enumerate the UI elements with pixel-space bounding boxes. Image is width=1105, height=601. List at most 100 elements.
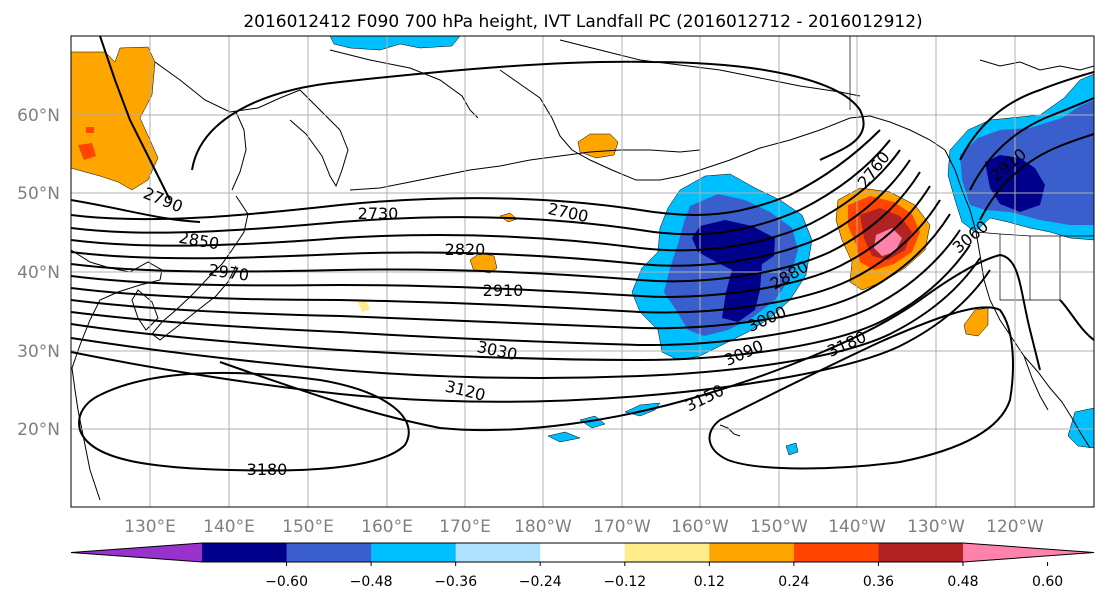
lat-label: 50°N [17,184,60,204]
lon-label: 170°E [439,517,491,537]
height-contour [71,129,881,221]
colorbar-segment [202,543,288,562]
colorbar-segment [709,543,795,562]
negative-anomaly-spot-4 [785,442,799,456]
positive-anomaly-spot-okhotsk [86,127,94,133]
height-contour [71,213,951,330]
latitude-labels: 60°N 50°N 40°N 30°N 20°N [17,106,60,440]
coastline-asia-east [71,249,163,501]
map-frame [70,35,1095,508]
colorbar-tick-label: 0.60 [1032,574,1063,590]
colorbar-segment [878,543,964,562]
coastline-kamchatka [289,89,349,188]
height-contour [959,71,1094,161]
height-contour [979,133,1094,221]
lon-label: 160°E [361,517,413,537]
lon-label: 130°W [907,517,965,537]
contour-label: 2730 [358,204,399,223]
lat-label: 60°N [17,106,60,126]
colorbar-segment [624,543,710,562]
lon-label: 180°W [514,517,572,537]
lon-label: 140°E [203,517,255,537]
height-contour [99,36,171,201]
colorbar-segment [455,543,541,562]
coastline-aleutians [349,149,701,191]
colorbar-tick-label: −0.12 [603,574,646,590]
contour-label: 2910 [483,281,524,300]
negative-anomaly-core-central [692,220,775,322]
height-contour [71,149,901,252]
coastline-hudson [979,59,1094,71]
height-contour [71,171,921,283]
coastline-north-america-west [944,149,1091,449]
height-contours [71,36,1094,472]
height-contour [71,244,971,362]
lat-label: 30°N [17,342,60,362]
height-contour [71,199,941,314]
contour-label: 2820 [445,240,486,259]
coastline-baja [1023,355,1049,411]
coastline-alaska-west [499,69,681,181]
positive-anomaly-spot-west [358,300,370,312]
height-contour [71,139,891,236]
coastline-japan [151,195,249,341]
colorbar-segment-low-extend [71,543,202,562]
coastline-korea [131,289,159,331]
colorbar-tick-label: 0.48 [947,574,978,590]
lat-label: 20°N [17,420,60,440]
lon-label: 150°E [282,517,334,537]
height-contour [78,371,410,472]
height-contour [708,306,1014,470]
colorbar-segment [286,543,372,562]
colorbar-tick-label: 0.24 [778,574,809,590]
height-contour [969,97,1094,191]
colorbar: −0.60 −0.48 −0.36 −0.24 −0.12 0.12 0.24 0.36 0.4… [70,542,1095,590]
negative-anomaly-region-southeast [1067,407,1094,449]
colorbar-segment [540,543,626,562]
height-contour [71,257,981,379]
colorbar-tick-label: −0.24 [519,574,562,590]
coastline-chukotka [329,49,479,119]
height-contour [71,159,911,267]
height-contour [71,229,961,347]
lon-label: 150°W [750,517,808,537]
map-panel: 2790 2850 2970 2730 2700 2820 2910 3030 … [70,35,1095,508]
colorbar-tick-label: 0.12 [694,574,725,590]
height-contour [71,269,991,403]
positive-anomaly-core-gulf-alaska [874,228,902,256]
coastline-gulf-alaska [679,115,946,177]
colorbar-tick-label: 0.36 [863,574,894,590]
coastline-alaska-north [559,39,861,97]
colorbar-segment [371,543,457,562]
colorbar-tick-label: −0.48 [350,574,393,590]
negative-anomaly-spot-3 [547,431,581,443]
colorbar-tick-label: −0.60 [265,574,308,590]
negative-anomaly-region-pacific-northwest-mid [960,100,1094,225]
height-contour [71,185,931,298]
lon-label: 120°W [986,517,1044,537]
longitude-labels: 130°E 140°E 150°E 160°E 170°E 180°W 170°… [124,517,1044,537]
coastline-hawaii [719,424,741,437]
positive-anomaly-core-northwest [78,143,96,160]
colorbar-outline [70,542,1095,563]
height-contour [191,60,865,171]
height-contour [1059,299,1094,341]
coastline-okhotsk [154,61,301,113]
height-contour [71,199,201,223]
positive-anomaly-spot-california [963,307,989,337]
lon-label: 160°W [671,517,729,537]
figure-title: 2016012412 F090 700 hPa height, IVT Land… [243,12,922,32]
coastlines [71,39,1094,501]
height-contour [219,253,1041,432]
negative-anomaly-region-top [329,36,461,51]
lon-label: 130°E [124,517,176,537]
colorbar-tick-label: −0.36 [434,574,477,590]
lon-label: 140°W [828,517,886,537]
contour-label: 3180 [247,460,288,479]
colorbar-segment [793,543,879,562]
lon-label: 170°W [593,517,651,537]
lat-label: 40°N [17,263,60,283]
coastline-sakhalin [231,111,247,191]
colorbar-segment-high-extend [963,543,1094,562]
